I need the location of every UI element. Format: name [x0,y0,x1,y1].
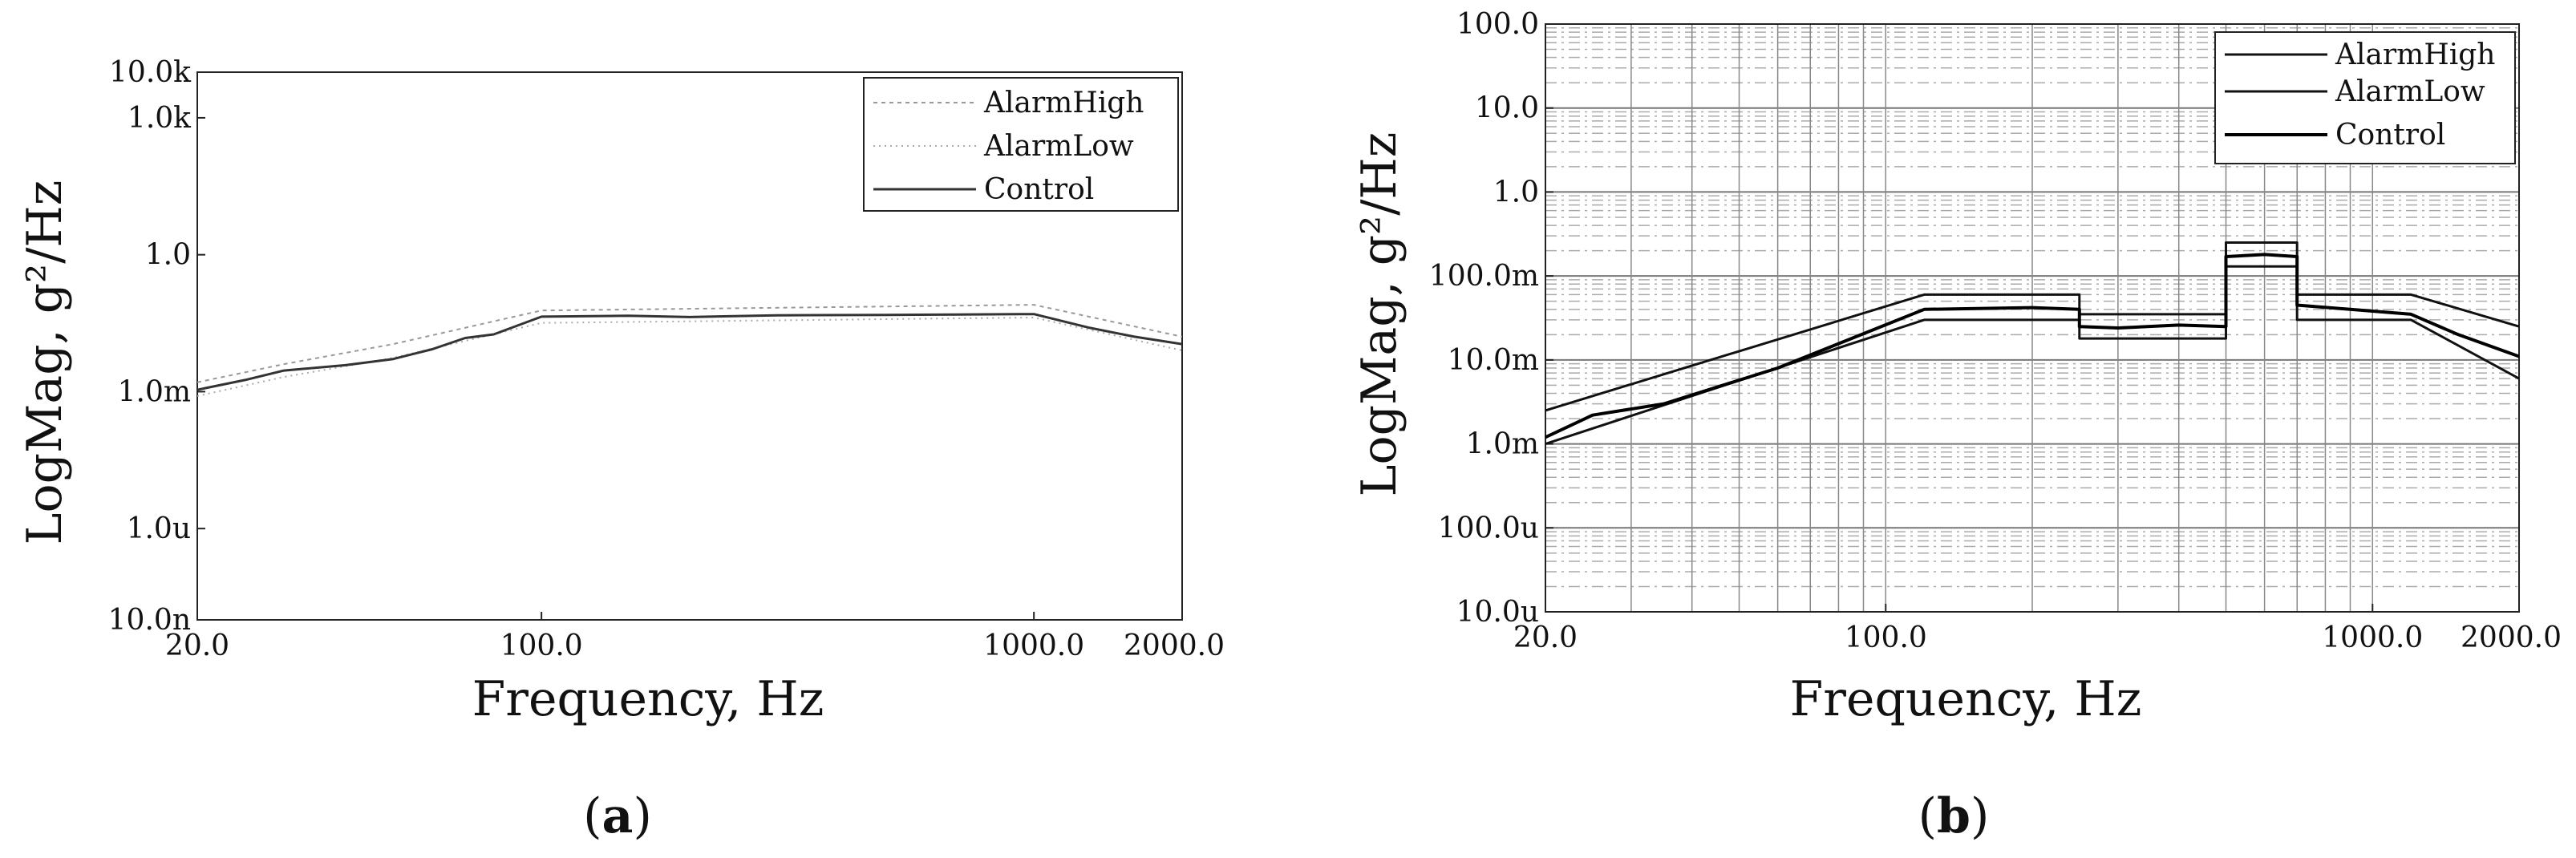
plot-frame-b [1545,23,2520,613]
x-tick-label: 20.0 [165,629,229,662]
y-tick-label: 1.0 [145,239,191,272]
x-tick-label: 100.0 [1845,621,1927,654]
legend-label-control: Control [2335,119,2445,152]
y-tick-label: 1.0m [1466,428,1539,461]
x-tick-label: 100.0 [500,629,583,662]
x-tick-label: 20.0 [1513,621,1578,654]
y-tick-label: 1.0k [128,102,192,135]
x-axis-label: Frequency, Hz [472,671,824,727]
y-tick-label: 100.0m [1429,260,1539,293]
series-line-control [197,313,1182,391]
legend-label-alarmlow: AlarmLow [2335,75,2485,108]
legend-label-alarmhigh: AlarmHigh [2335,38,2495,71]
caption-b-letter: b [1937,788,1970,844]
x-tick-label: 2000.0 [1124,629,1225,662]
series-group-b [1545,241,2519,446]
y-tick-label: 10.0m [1448,344,1539,377]
y-tick-label: 10.0k [109,56,192,89]
series-line-alarmlow [197,317,1182,397]
legend-label-control: Control [984,173,1094,206]
y-axis-label: LogMag, g²/Hz [17,180,73,545]
legend-a: AlarmHigh AlarmLow Control [863,77,1179,212]
y-axis-label: LogMag, g²/Hz [1351,132,1407,497]
y-tick-label: 100.0 [1456,8,1539,41]
caption-a-letter: a [602,788,634,844]
series-line-control [1545,253,2519,439]
legend-label-alarmhigh: AlarmHigh [983,87,1144,119]
y-tick-label: 1.0u [127,512,191,545]
caption-a: (a) [583,788,652,844]
caption-b: (b) [1918,788,1990,844]
series-line-alarmhigh [197,304,1182,383]
x-tick-label: 2000.0 [2461,621,2562,654]
legend-label-alarmlow: AlarmLow [983,130,1134,163]
chart-panel-a: 10.0n 1.0u 1.0m 1.0 1.0k 10.0k 20.0 100.0 1000.0… [17,56,1225,727]
x-axis-label: Frequency, Hz [1790,671,2142,727]
y-tick-label: 1.0m [118,375,191,408]
y-tick-label: 10.0 [1475,92,1539,125]
x-tick-label: 1000.0 [983,629,1084,662]
series-group-a [197,304,1182,397]
x-tick-label: 1000.0 [2322,621,2423,654]
y-tick-label: 10.0n [108,604,191,637]
y-tick-label: 1.0 [1493,176,1539,208]
plot-frame-a [196,71,1183,621]
y-tick-label: 10.0u [1456,596,1539,629]
y-tick-label: 100.0u [1438,512,1539,544]
chart-panel-b: 10.0u 100.0u 1.0m 10.0m 100.0m 1.0 10.0 100.0 20… [1351,8,2562,727]
legend-b: AlarmHigh AlarmLow Control [2214,31,2516,164]
